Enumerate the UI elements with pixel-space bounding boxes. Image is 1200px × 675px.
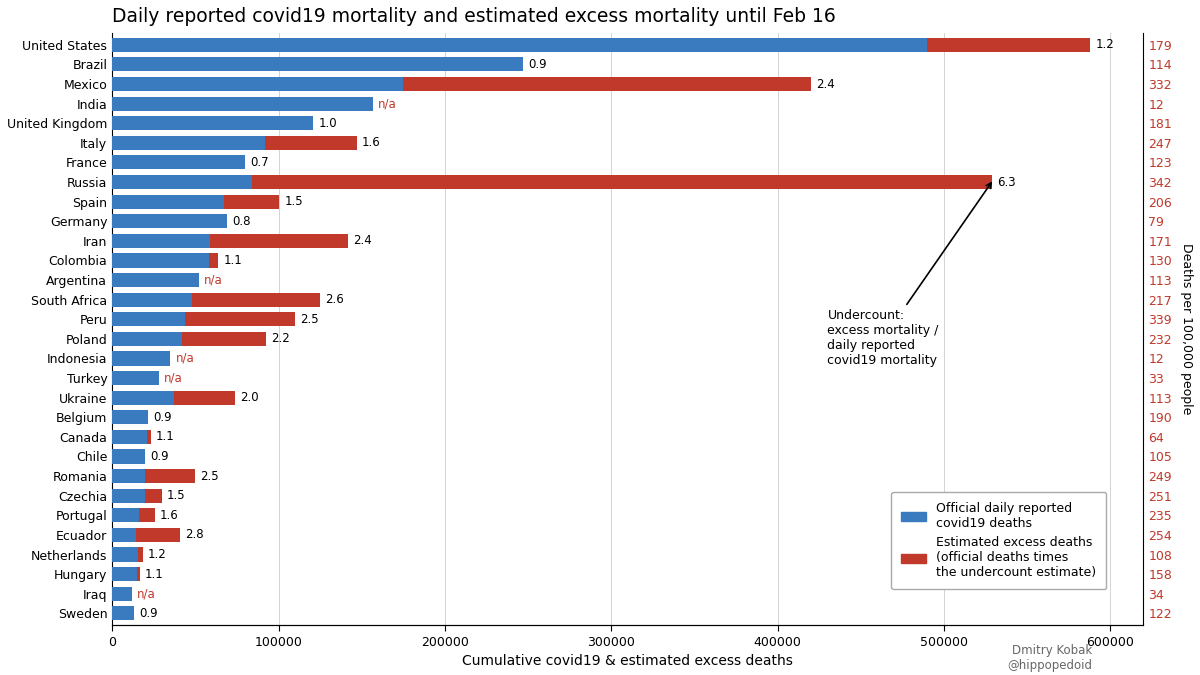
Bar: [112, 77, 811, 91]
Text: 2.5: 2.5: [200, 470, 218, 483]
Text: 1.6: 1.6: [160, 509, 179, 522]
Bar: [112, 371, 158, 385]
Text: n/a: n/a: [163, 371, 182, 385]
Bar: [112, 116, 313, 130]
Bar: [112, 391, 235, 405]
Text: 1.1: 1.1: [223, 254, 242, 267]
Text: 1.5: 1.5: [167, 489, 186, 502]
Bar: [112, 606, 134, 620]
Text: n/a: n/a: [204, 273, 222, 287]
Bar: [112, 155, 245, 169]
Text: Dmitry Kobak
@hippopedoid: Dmitry Kobak @hippopedoid: [1007, 644, 1092, 672]
Bar: [112, 234, 210, 248]
Text: 1.0: 1.0: [318, 117, 337, 130]
Text: 1.2: 1.2: [148, 548, 167, 561]
Text: 2.4: 2.4: [816, 78, 834, 90]
Bar: [112, 57, 523, 72]
Text: n/a: n/a: [378, 97, 397, 110]
Bar: [112, 508, 139, 522]
Legend: Official daily reported
covid19 deaths, Estimated excess deaths
(official deaths: Official daily reported covid19 deaths, …: [892, 492, 1106, 589]
Text: 0.9: 0.9: [152, 411, 172, 424]
Text: 2.6: 2.6: [325, 293, 343, 306]
Bar: [112, 489, 145, 503]
Text: 0.7: 0.7: [251, 156, 269, 169]
Bar: [112, 391, 174, 405]
Bar: [112, 587, 132, 601]
Text: 2.5: 2.5: [300, 313, 319, 326]
Bar: [112, 547, 138, 562]
Bar: [112, 410, 148, 425]
Text: 1.6: 1.6: [362, 136, 380, 149]
Bar: [112, 352, 170, 366]
Bar: [112, 567, 137, 581]
Bar: [112, 77, 403, 91]
Bar: [112, 194, 223, 209]
Text: 1.2: 1.2: [1096, 38, 1114, 51]
Bar: [112, 489, 162, 503]
Bar: [112, 450, 145, 464]
Text: Undercount:
excess mortality /
daily reported
covid19 mortality: Undercount: excess mortality / daily rep…: [828, 183, 991, 367]
Bar: [112, 214, 227, 228]
Bar: [112, 273, 199, 287]
Text: 0.9: 0.9: [528, 58, 547, 71]
Y-axis label: Deaths per 100,000 people: Deaths per 100,000 people: [1180, 244, 1193, 414]
Text: 0.9: 0.9: [150, 450, 169, 463]
Bar: [112, 332, 182, 346]
Text: 1.5: 1.5: [284, 195, 302, 208]
Text: 2.2: 2.2: [271, 332, 289, 346]
Bar: [112, 38, 1091, 52]
Bar: [112, 469, 196, 483]
Text: 2.4: 2.4: [353, 234, 372, 247]
Bar: [112, 292, 192, 306]
Text: 1.1: 1.1: [145, 568, 163, 580]
Text: 6.3: 6.3: [997, 176, 1016, 188]
Bar: [112, 528, 180, 542]
Bar: [112, 469, 145, 483]
Text: 0.8: 0.8: [232, 215, 251, 227]
Bar: [112, 253, 218, 267]
Bar: [112, 528, 137, 542]
Bar: [112, 194, 280, 209]
Text: n/a: n/a: [175, 352, 194, 365]
Text: Daily reported covid19 mortality and estimated excess mortality until Feb 16: Daily reported covid19 mortality and est…: [112, 7, 836, 26]
Bar: [112, 508, 155, 522]
Bar: [112, 313, 185, 326]
Text: 1.1: 1.1: [156, 431, 174, 443]
Bar: [112, 430, 148, 444]
X-axis label: Cumulative covid19 & estimated excess deaths: Cumulative covid19 & estimated excess de…: [462, 654, 793, 668]
Text: n/a: n/a: [137, 587, 156, 600]
Bar: [112, 332, 266, 346]
Bar: [112, 253, 209, 267]
Bar: [112, 547, 143, 562]
Bar: [112, 313, 295, 326]
Bar: [112, 38, 928, 52]
Bar: [112, 292, 319, 306]
Bar: [112, 567, 139, 581]
Bar: [112, 430, 151, 444]
Bar: [112, 136, 358, 150]
Bar: [112, 175, 252, 189]
Text: 2.8: 2.8: [185, 529, 203, 541]
Text: 0.9: 0.9: [139, 607, 157, 620]
Bar: [112, 234, 348, 248]
Text: 2.0: 2.0: [240, 392, 259, 404]
Bar: [112, 175, 992, 189]
Bar: [112, 136, 265, 150]
Bar: [112, 97, 373, 111]
